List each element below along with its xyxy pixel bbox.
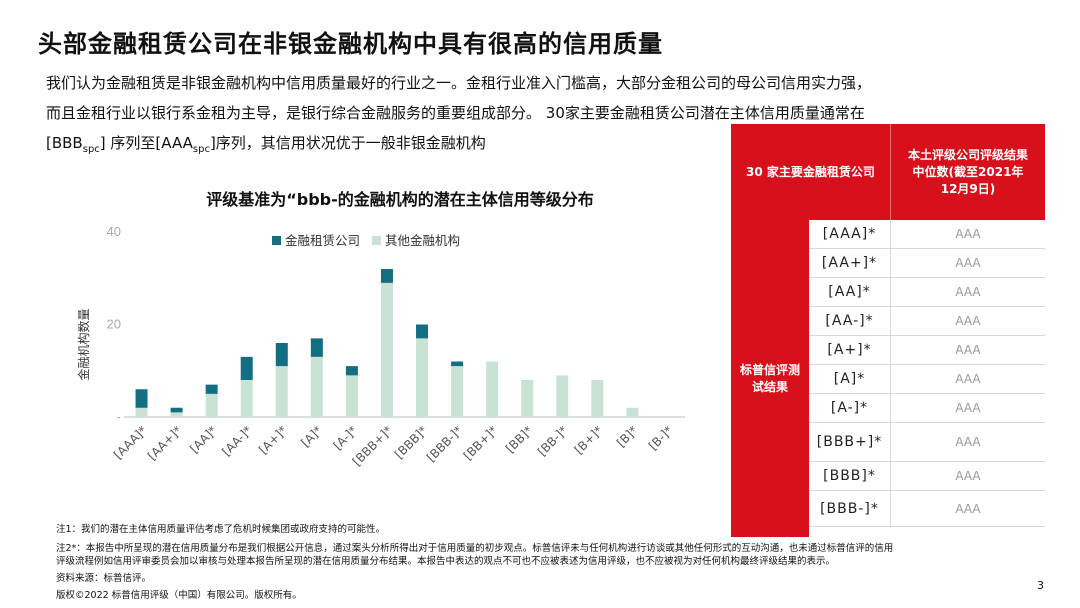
table-header-local-median: 本土评级公司评级结果中位数(截至2021年12月9日)	[890, 124, 1045, 220]
intro-subscript-1: spc	[82, 144, 100, 155]
table-rating-cell: [BBB]*	[809, 462, 890, 491]
bar	[345, 375, 358, 417]
bar	[135, 389, 148, 408]
bar	[240, 380, 253, 417]
table-rating-cell: [AA+]*	[809, 249, 890, 278]
x-tick-label: [AAA]*	[111, 423, 150, 462]
table-value-cell: AAA	[890, 249, 1045, 278]
bar	[275, 343, 288, 367]
table-value-cell: AAA	[890, 491, 1045, 527]
bar	[345, 366, 358, 376]
x-tick-label: [BB+]*	[461, 423, 501, 463]
x-tick-label: [AA+]*	[145, 423, 185, 463]
page-title: 头部金融租赁公司在非银金融机构中具有很高的信用质量	[38, 30, 663, 58]
table-rating-cell: [A-]*	[809, 394, 890, 423]
legend-swatch	[272, 236, 281, 245]
x-tick-label: [BB-]*	[535, 423, 570, 458]
table-value-cell: AAA	[890, 423, 1045, 462]
note-2-line-2: 评级流程例如信用评审委员会加以审核与处理本报告所呈现的潜在信用质量分布结果。本报…	[56, 556, 836, 567]
intro-line-2: 而且金租行业以银行系金租为主导，是银行综合金融服务的重要组成部分。 30家主要金…	[46, 104, 865, 122]
bar	[451, 366, 464, 417]
bar	[380, 269, 393, 283]
intro-subscript-2: spc	[192, 144, 210, 155]
legend-swatch	[372, 236, 381, 245]
intro-line-3-part-c: ]序列，其信用状况优于一般非银金融机构	[209, 134, 486, 152]
table-rating-cell: [AA-]*	[809, 307, 890, 336]
source-note: 资料来源：标普信评。	[56, 573, 152, 584]
x-tick-label: [A+]*	[256, 423, 290, 457]
y-tick-label: 20	[107, 317, 121, 332]
y-tick-label: -	[117, 409, 121, 424]
bar	[556, 375, 569, 417]
copyright-note: 版权©2022 标普信用评级（中国）有限公司。版权所有。	[56, 590, 302, 601]
bar	[135, 407, 148, 417]
x-tick-label: [AA-]*	[219, 423, 254, 458]
table-header-companies: 30 家主要金融租赁公司	[731, 124, 890, 220]
x-tick-label: [A-]*	[331, 423, 360, 452]
bar	[205, 393, 218, 417]
bar	[521, 380, 534, 417]
bar	[591, 380, 604, 417]
rating-table: 30 家主要金融租赁公司 本土评级公司评级结果中位数(截至2021年12月9日)…	[731, 124, 1045, 537]
note-2-line-1: 注2*：本报告中所呈现的潜在信用质量分布是我们根据公开信息，通过案头分析所得出对…	[56, 543, 894, 554]
table-rating-cell: [AAA]*	[809, 220, 890, 249]
table-value-cell: AAA	[890, 278, 1045, 307]
bar	[205, 384, 218, 394]
x-tick-label: [B-]*	[646, 423, 676, 453]
intro-line-3: [BBBspc] 序列至[AAAspc]序列，其信用状况优于一般非银金融机构	[46, 128, 486, 165]
legend-label: 金融租赁公司	[285, 233, 360, 248]
table-value-cell: AAA	[890, 462, 1045, 491]
table-value-cell: AAA	[890, 336, 1045, 365]
x-tick-label: [AA]*	[187, 423, 220, 456]
bar	[240, 356, 253, 380]
page-number: 3	[1037, 579, 1044, 592]
table-rating-cell: [BBB-]*	[809, 491, 890, 527]
table-rating-cell: [BBB+]*	[809, 423, 890, 462]
x-tick-label: [B]*	[614, 423, 641, 450]
intro-line-3-part-b: ] 序列至[AAA	[99, 134, 193, 152]
note-1: 注1：我们的潜在主体信用质量评估考虑了危机时候集团或政府支持的可能性。	[56, 524, 386, 535]
table-rating-cell: [A+]*	[809, 336, 890, 365]
x-tick-label: [BB]*	[503, 423, 535, 455]
table-value-cell: AAA	[890, 220, 1045, 249]
y-axis-label: 金融机构数量	[76, 308, 91, 380]
intro-line-3-part-a: [BBB	[46, 134, 83, 152]
table-row-group-label: 标普信评测试结果	[731, 220, 809, 537]
x-tick-label: [A]*	[298, 423, 325, 450]
bar	[486, 361, 499, 417]
legend-label: 其他金融机构	[385, 233, 460, 248]
table-value-cell: AAA	[890, 394, 1045, 423]
table-rating-cell: [A]*	[809, 365, 890, 394]
x-tick-label: [BBB-]*	[424, 423, 465, 464]
y-tick-label: 40	[107, 224, 121, 239]
bar	[310, 356, 323, 417]
bar	[170, 407, 183, 413]
bar	[416, 338, 429, 417]
table-rating-cell: [AA]*	[809, 278, 890, 307]
bar	[451, 361, 464, 367]
chart-title: 评级基准为“bbb-的金融机构的潜在主体信用等级分布	[206, 190, 594, 209]
bar	[416, 324, 429, 339]
bar	[310, 338, 323, 357]
bar	[626, 407, 639, 417]
bar	[170, 412, 183, 417]
table-value-cell: AAA	[890, 365, 1045, 394]
bar	[275, 366, 288, 417]
x-tick-label: [B+]*	[572, 423, 606, 457]
table-value-cell: AAA	[890, 307, 1045, 336]
intro-line-1: 我们认为金融租赁是非银金融机构中信用质量最好的行业之一。金租行业准入门槛高，大部…	[46, 74, 872, 92]
bar	[380, 282, 393, 417]
rating-distribution-chart: 40 20 - 金融机构数量 [AAA]*[AA+]* [AA]* [AA-]* [A+]* […	[76, 224, 685, 469]
